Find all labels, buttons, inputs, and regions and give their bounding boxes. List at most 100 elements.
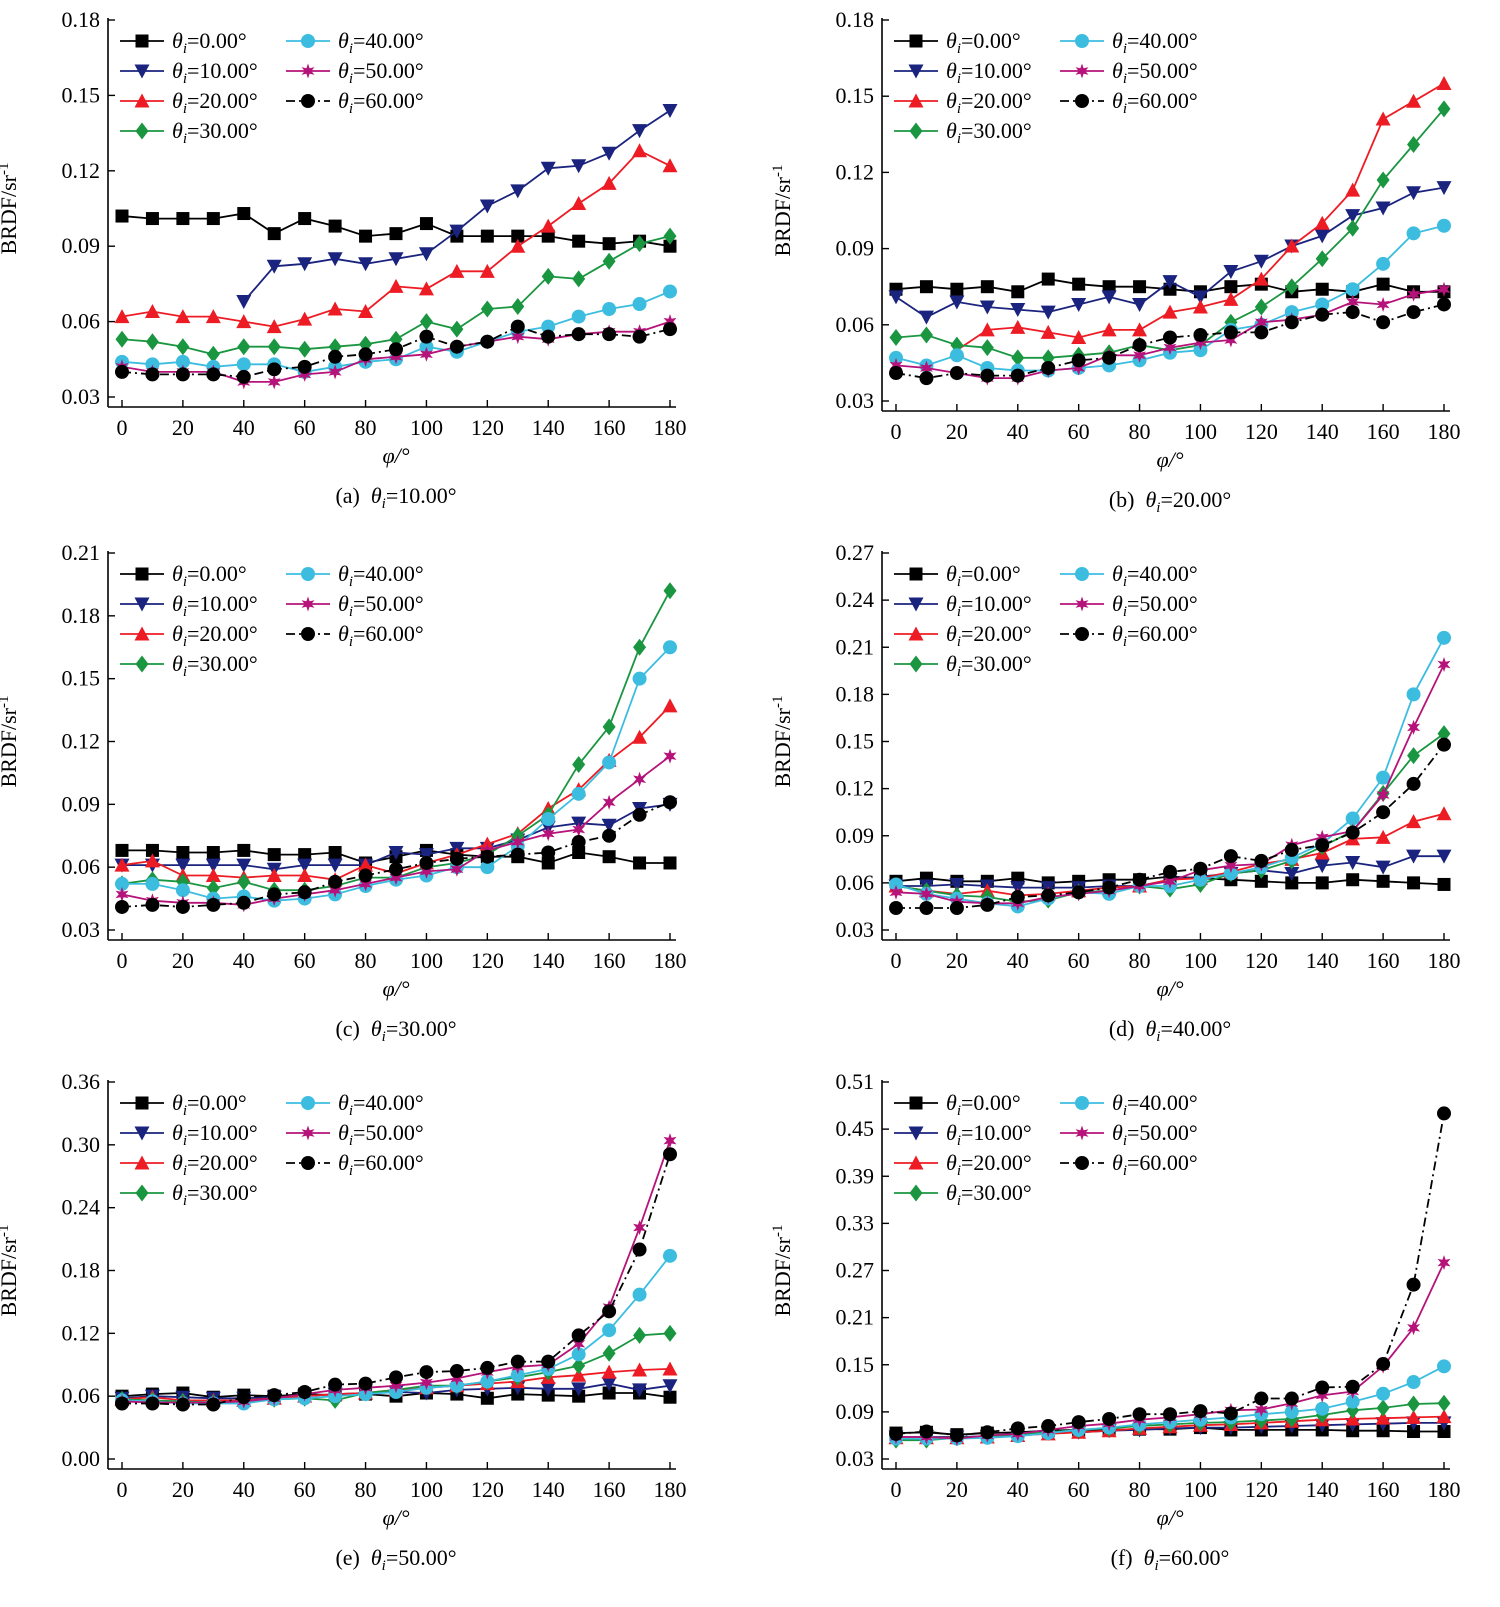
data-point	[949, 295, 965, 310]
data-point	[419, 863, 433, 879]
data-point	[511, 329, 525, 345]
data-point	[1223, 325, 1238, 340]
data-point	[449, 851, 464, 866]
data-point	[298, 366, 312, 382]
data-point	[236, 369, 251, 384]
data-point	[328, 874, 343, 889]
data-point	[480, 300, 494, 318]
data-point	[1041, 888, 1056, 903]
legend-item: θi=40.00°	[286, 561, 424, 590]
legend-marker	[135, 122, 149, 140]
data-point	[1376, 277, 1390, 291]
data-point	[1041, 272, 1055, 286]
legend-marker	[135, 567, 149, 581]
data-point	[389, 1378, 403, 1394]
legend-marker	[301, 94, 315, 108]
data-point	[1163, 282, 1177, 296]
data-point	[601, 818, 617, 833]
x-axis-label: φ/°	[1156, 447, 1183, 472]
y-tick-label: 0.15	[836, 729, 875, 754]
data-point	[205, 309, 221, 324]
data-point	[919, 360, 933, 376]
data-point	[1193, 335, 1207, 351]
data-point	[571, 786, 586, 801]
data-point	[449, 339, 464, 354]
legend-item: θi=30.00°	[120, 1180, 258, 1209]
data-point	[479, 263, 495, 278]
x-tick-label: 120	[1245, 419, 1278, 444]
legend-marker	[135, 1096, 149, 1110]
legend-item: θi=40.00°	[1060, 1090, 1198, 1119]
data-point	[1071, 353, 1086, 368]
data-point	[144, 304, 160, 319]
data-point	[1345, 1379, 1360, 1394]
data-point	[1406, 849, 1422, 864]
data-point	[389, 342, 403, 357]
data-point	[1346, 219, 1360, 237]
legend-marker	[909, 122, 923, 140]
x-tick-label: 20	[172, 948, 194, 973]
data-point	[541, 856, 555, 870]
data-point	[950, 282, 964, 296]
legend: θi=0.00°θi=10.00°θi=20.00°θi=30.00° θi=40…	[120, 561, 424, 680]
x-tick-label: 80	[1129, 948, 1151, 973]
y-tick-label: 0.27	[836, 1258, 875, 1283]
data-point	[1101, 322, 1117, 337]
legend-label: θi=50.00°	[1112, 58, 1198, 87]
data-point	[297, 359, 312, 374]
y-axis-label: BRDF/sr-1	[770, 696, 795, 788]
data-point	[632, 729, 648, 744]
data-point	[480, 1391, 494, 1405]
data-point	[919, 901, 934, 916]
y-axis-label: BRDF/sr-1	[0, 163, 21, 255]
data-point	[1315, 1387, 1329, 1403]
legend-label: θi=30.00°	[946, 118, 1032, 147]
data-point	[571, 1367, 587, 1382]
data-point	[327, 301, 343, 316]
x-tick-label: 20	[172, 1477, 194, 1502]
legend-label: θi=60.00°	[338, 1150, 424, 1179]
data-point	[1193, 872, 1208, 887]
data-point	[1437, 100, 1451, 118]
x-axis-label: φ/°	[382, 443, 409, 468]
data-point	[662, 1379, 678, 1394]
data-point	[298, 848, 312, 862]
series-6	[889, 737, 1451, 916]
y-tick-label: 0.06	[836, 870, 875, 895]
series-6	[115, 319, 677, 384]
data-point	[601, 175, 617, 190]
data-point	[1040, 305, 1056, 320]
data-point	[1133, 280, 1147, 294]
legend-label: θi=0.00°	[172, 561, 247, 590]
data-point	[571, 1382, 587, 1397]
x-tick-label: 40	[233, 415, 255, 440]
x-tick-label: 0	[891, 419, 902, 444]
chart-panel-6: 0.03 0.09 0.15 0.21 0.27 0.33 0.39 0.45 0.51 0 20 4…	[770, 1069, 1461, 1574]
series-line	[895, 108, 1445, 359]
data-point	[328, 219, 342, 233]
data-point	[572, 1336, 586, 1352]
data-point	[1345, 182, 1361, 197]
data-point	[480, 334, 495, 349]
x-tick-label: 0	[117, 1477, 128, 1502]
y-tick-label: 0.30	[62, 1132, 101, 1157]
y-tick-label: 0.24	[62, 1195, 101, 1220]
data-point	[388, 846, 404, 861]
data-point	[358, 1376, 373, 1391]
data-point	[1192, 290, 1208, 305]
data-point	[236, 1390, 251, 1405]
x-tick-label: 20	[946, 948, 968, 973]
y-tick-label: 0.06	[62, 854, 101, 879]
y-tick-label: 0.15	[62, 82, 101, 107]
legend-item: θi=60.00°	[1060, 1150, 1198, 1179]
data-point	[1376, 805, 1391, 820]
data-point	[1406, 305, 1421, 320]
data-point	[419, 855, 434, 870]
data-point	[1010, 303, 1026, 318]
legend-label: θi=10.00°	[172, 591, 258, 620]
data-point	[632, 143, 648, 158]
data-point	[633, 235, 647, 253]
data-point	[662, 1361, 678, 1376]
x-tick-label: 80	[355, 415, 377, 440]
y-tick-label: 0.36	[62, 1069, 101, 1094]
